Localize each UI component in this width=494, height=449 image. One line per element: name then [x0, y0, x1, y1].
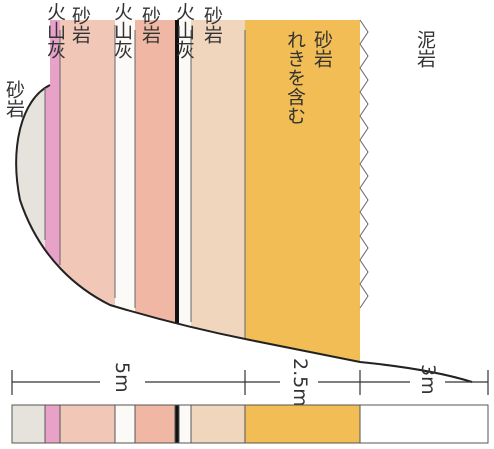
layer-label: 砂岩	[69, 6, 91, 44]
layer-label: 泥岩	[414, 30, 436, 68]
layer-label: 火山灰	[173, 2, 195, 59]
layer-label: 砂岩	[311, 30, 333, 68]
layer-label: れきを含む	[284, 30, 306, 125]
column-strip	[12, 405, 488, 443]
layer-label: 砂岩	[139, 6, 161, 44]
scale-label: 5m	[111, 362, 133, 393]
outcrop	[0, 0, 360, 400]
scale-label: 3m	[417, 364, 439, 395]
layer-label: 火山灰	[111, 2, 133, 59]
layer-label: 砂岩	[201, 6, 223, 44]
layer-label: 火山灰	[44, 2, 66, 59]
diagram: 砂岩 火山灰 砂岩 火山灰 砂岩 火山灰 砂岩 れきを含む 砂岩 泥岩 5m 2…	[0, 0, 494, 449]
scale-label: 2.5m	[289, 358, 311, 407]
layer-label: 砂岩	[3, 80, 25, 118]
